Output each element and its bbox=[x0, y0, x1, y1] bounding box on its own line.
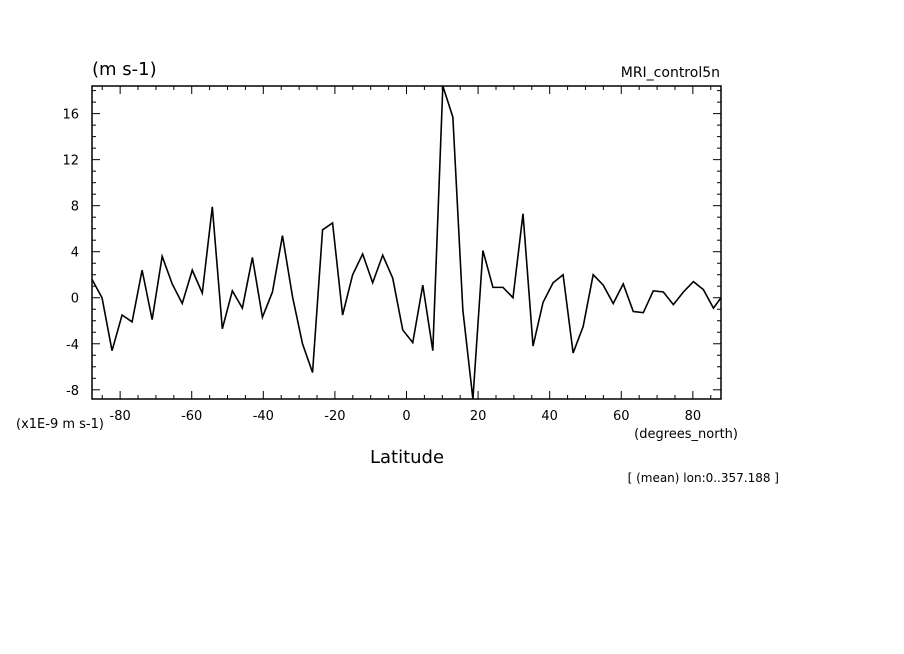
y-tick-label: 12 bbox=[62, 154, 79, 169]
scale-note: (x1E-9 m s-1) bbox=[16, 417, 104, 432]
y-axis-tick-labels: -8 -4 0 4 8 12 16 bbox=[62, 108, 79, 399]
series-line-0 bbox=[91, 85, 722, 400]
x-tick-label: 20 bbox=[470, 409, 487, 424]
y-tick-label: 8 bbox=[71, 200, 79, 215]
x-axis-label: Latitude bbox=[370, 447, 444, 468]
x-tick-label: 0 bbox=[402, 409, 410, 424]
y-tick-label: -4 bbox=[66, 338, 79, 353]
x-tick-label: 80 bbox=[685, 409, 702, 424]
plot-lines bbox=[91, 85, 722, 400]
units-label: (m s-1) bbox=[92, 59, 157, 80]
plot-frame bbox=[91, 85, 722, 400]
y-tick-label: 16 bbox=[62, 108, 79, 123]
x-tick-label: 60 bbox=[613, 409, 630, 424]
y-tick-label: -8 bbox=[66, 384, 79, 399]
x-axis-units: (degrees_north) bbox=[634, 427, 738, 442]
x-axis-tick-labels: -80 -60 -40 -20 0 20 40 60 80 bbox=[110, 409, 702, 424]
y-tick-label: 4 bbox=[71, 246, 79, 261]
x-tick-label: -60 bbox=[181, 409, 202, 424]
footnote: [ (mean) lon:0..357.188 ] bbox=[628, 471, 779, 485]
y-tick-label: 0 bbox=[71, 292, 79, 307]
x-tick-label: -80 bbox=[110, 409, 131, 424]
x-tick-label: 40 bbox=[541, 409, 558, 424]
x-tick-label: -20 bbox=[324, 409, 345, 424]
chart-title: MRI_control5n bbox=[621, 65, 720, 81]
x-tick-label: -40 bbox=[253, 409, 274, 424]
